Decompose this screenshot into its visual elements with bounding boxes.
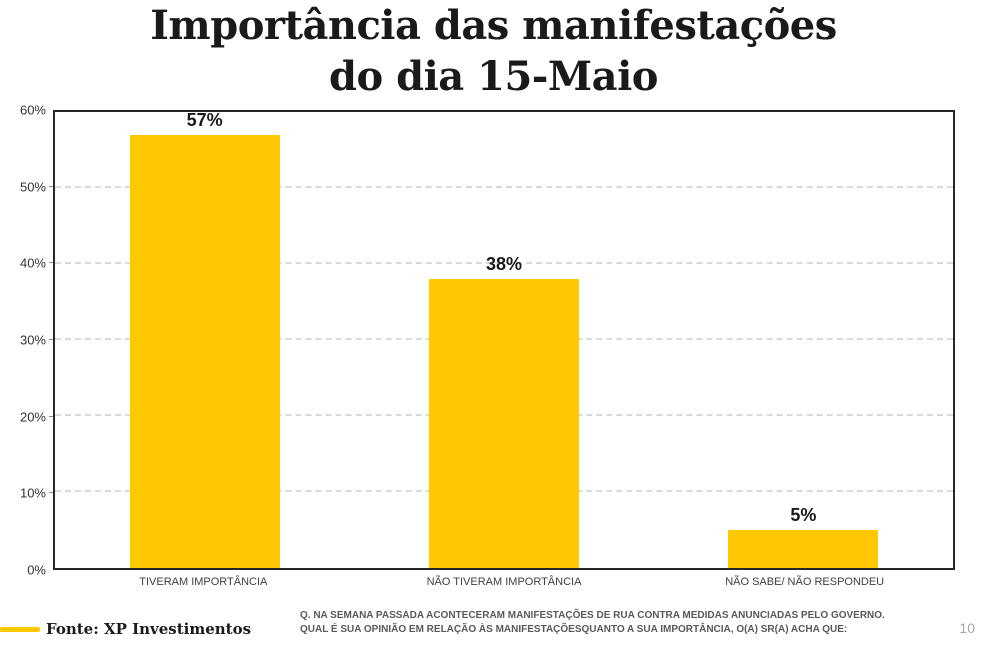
bar-column: 38%	[354, 112, 653, 568]
y-axis-tick-label: 40%	[19, 255, 46, 271]
bar-value-label: 5%	[790, 505, 817, 526]
chart-title-line1: Importância das manifestações	[150, 2, 837, 49]
page-number: 10	[959, 620, 975, 636]
accent-line	[0, 626, 40, 632]
bar	[728, 530, 879, 568]
bar-value-label: 38%	[485, 254, 522, 275]
bar-value-label: 57%	[186, 109, 223, 130]
survey-question-line1: Q. NA SEMANA PASSADA ACONTECERAM MANIFES…	[300, 610, 885, 621]
x-axis-category-label: TIVERAM IMPORTÂNCIA	[139, 576, 268, 588]
gridline	[55, 186, 953, 188]
survey-question-text: Q. NA SEMANA PASSADA ACONTECERAM MANIFES…	[300, 609, 950, 637]
x-axis: TIVERAM IMPORTÂNCIA NÃO TIVERAM IMPORTÂNC…	[53, 576, 955, 588]
bar-column: 5%	[654, 112, 953, 568]
x-axis-category-label: NÃO TIVERAM IMPORTÂNCIA	[426, 576, 582, 588]
y-axis-tick-label: 10%	[19, 485, 46, 501]
survey-question-line2: QUAL É SUA OPINIÃO EM RELAÇÃO ÀS MANIFES…	[300, 624, 848, 635]
chart-title-line2: do dia 15-Maio	[329, 53, 658, 100]
y-axis-tick-mark	[49, 339, 53, 340]
y-axis-tick-mark	[49, 185, 53, 187]
bar	[428, 279, 579, 568]
bar	[129, 134, 280, 568]
chart-title: Importância das manifestações do dia 15-…	[0, 0, 987, 102]
y-axis-tick-mark	[49, 492, 53, 494]
y-axis-tick-label: 60%	[19, 102, 46, 118]
gridline	[55, 262, 953, 265]
plot-area: 57% 38% 5%	[53, 110, 955, 570]
y-axis: 0% 10% 20% 30% 40% 50% 60%	[0, 104, 53, 577]
y-axis-tick-label: 20%	[19, 409, 46, 425]
y-axis-tick-mark	[49, 262, 53, 264]
y-axis-tick-label: 50%	[19, 179, 46, 195]
source: Fonte: XP Investimentos	[0, 620, 251, 638]
y-axis-tick-label: 30%	[19, 332, 46, 348]
bar-column: 57%	[55, 109, 354, 568]
y-axis-tick-label: 0%	[27, 562, 46, 578]
x-axis-category-label: NÃO SABE/ NÃO RESPONDEU	[725, 576, 885, 588]
y-axis-tick-mark	[49, 415, 53, 417]
source-text: Fonte: XP Investimentos	[46, 620, 252, 638]
bar-series: 57% 38% 5%	[55, 109, 953, 568]
